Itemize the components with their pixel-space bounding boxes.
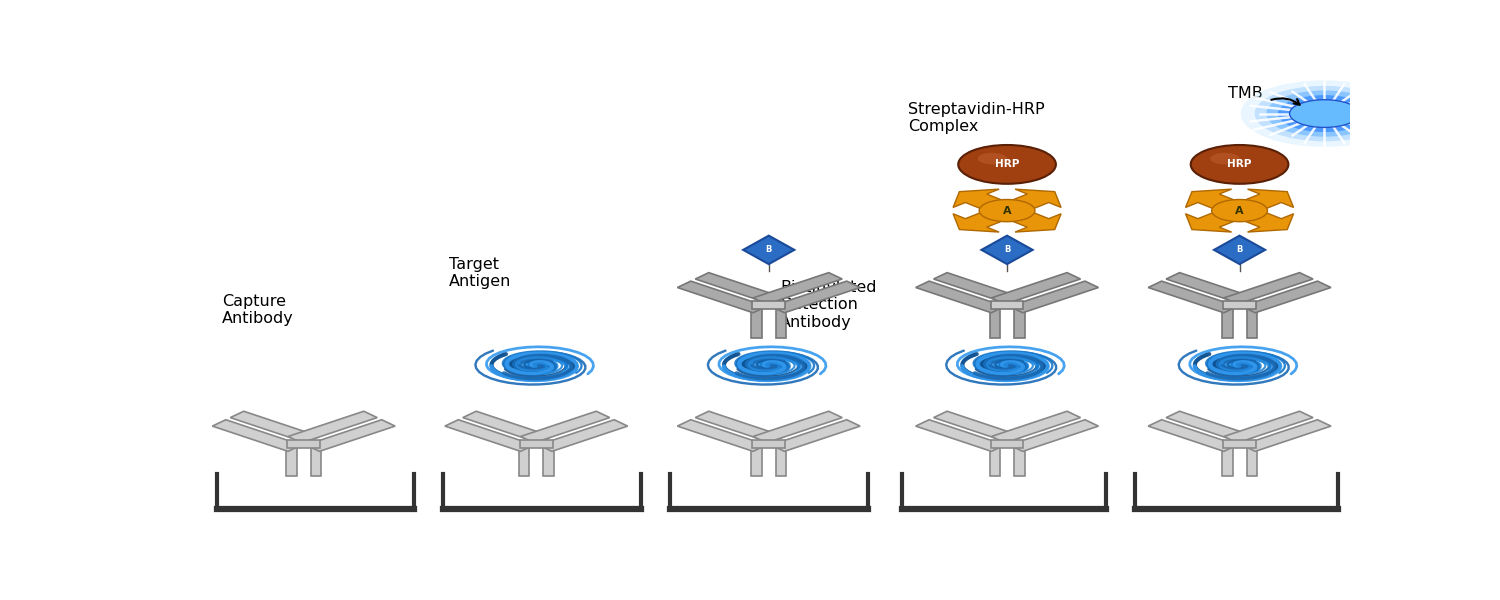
Bar (1014, 305, 1025, 338)
Polygon shape (1242, 281, 1330, 313)
Polygon shape (996, 189, 1060, 215)
Bar (753, 440, 784, 448)
Bar (992, 440, 1023, 448)
Text: A: A (1002, 206, 1011, 215)
Bar (990, 444, 1000, 476)
Polygon shape (1166, 411, 1256, 443)
Polygon shape (696, 411, 784, 443)
Text: A: A (1236, 206, 1244, 215)
Bar (1224, 440, 1256, 448)
Text: B: B (765, 245, 772, 254)
Bar (1014, 444, 1025, 476)
Polygon shape (1242, 420, 1330, 451)
Polygon shape (1166, 272, 1256, 304)
Circle shape (1290, 100, 1359, 127)
Bar (543, 444, 554, 476)
Bar (1222, 305, 1233, 338)
Bar (776, 305, 786, 338)
Polygon shape (678, 281, 766, 313)
Circle shape (980, 200, 1035, 221)
Polygon shape (992, 411, 1080, 443)
Circle shape (1278, 95, 1371, 132)
Bar (519, 444, 530, 476)
Circle shape (1191, 145, 1288, 184)
Polygon shape (1148, 281, 1238, 313)
Polygon shape (288, 411, 376, 443)
Polygon shape (753, 272, 842, 304)
Bar (752, 444, 762, 476)
Bar (776, 444, 786, 476)
Text: Target
Antigen: Target Antigen (448, 257, 512, 289)
Text: B: B (1236, 245, 1242, 254)
Polygon shape (678, 420, 766, 451)
Polygon shape (933, 272, 1023, 304)
Circle shape (1212, 200, 1268, 221)
Bar (1246, 444, 1257, 476)
Polygon shape (753, 411, 842, 443)
Circle shape (1240, 80, 1408, 147)
Circle shape (1254, 86, 1394, 141)
Bar (1224, 301, 1256, 310)
Polygon shape (915, 281, 1005, 313)
Polygon shape (1010, 281, 1098, 313)
Polygon shape (446, 420, 534, 451)
Polygon shape (1224, 272, 1312, 304)
Circle shape (1266, 91, 1383, 137)
Polygon shape (996, 206, 1060, 232)
Polygon shape (213, 420, 302, 451)
Text: HRP: HRP (1227, 160, 1251, 169)
Polygon shape (742, 236, 795, 264)
Text: TMB: TMB (1228, 86, 1263, 101)
Bar (990, 305, 1000, 338)
Polygon shape (771, 281, 859, 313)
Polygon shape (1228, 189, 1293, 215)
Circle shape (1210, 153, 1239, 164)
Polygon shape (520, 411, 609, 443)
Text: Capture
Antibody: Capture Antibody (222, 294, 294, 326)
Polygon shape (306, 420, 395, 451)
Bar (310, 444, 321, 476)
Polygon shape (992, 272, 1080, 304)
Polygon shape (464, 411, 552, 443)
Polygon shape (981, 236, 1032, 264)
Bar (1222, 444, 1233, 476)
Polygon shape (1214, 236, 1264, 264)
Bar (992, 301, 1023, 310)
Bar (1246, 305, 1257, 338)
Polygon shape (952, 189, 1017, 215)
Text: B: B (1004, 245, 1011, 254)
Bar (520, 440, 552, 448)
Polygon shape (231, 411, 320, 443)
Circle shape (978, 153, 1006, 164)
Polygon shape (952, 206, 1017, 232)
Bar (286, 444, 297, 476)
Polygon shape (696, 272, 784, 304)
Polygon shape (933, 411, 1023, 443)
Polygon shape (1228, 206, 1293, 232)
Bar (753, 301, 784, 310)
Text: Biotinylated
Detection
Antibody: Biotinylated Detection Antibody (780, 280, 877, 329)
Text: HRP: HRP (994, 160, 1020, 169)
Polygon shape (1185, 189, 1250, 215)
Polygon shape (771, 420, 859, 451)
Polygon shape (1224, 411, 1312, 443)
Circle shape (958, 145, 1056, 184)
Polygon shape (1010, 420, 1098, 451)
Bar (288, 440, 320, 448)
Text: Streptavidin-HRP
Complex: Streptavidin-HRP Complex (908, 102, 1046, 134)
Polygon shape (1185, 206, 1250, 232)
Polygon shape (915, 420, 1005, 451)
Polygon shape (1148, 420, 1238, 451)
Polygon shape (538, 420, 627, 451)
Bar (752, 305, 762, 338)
